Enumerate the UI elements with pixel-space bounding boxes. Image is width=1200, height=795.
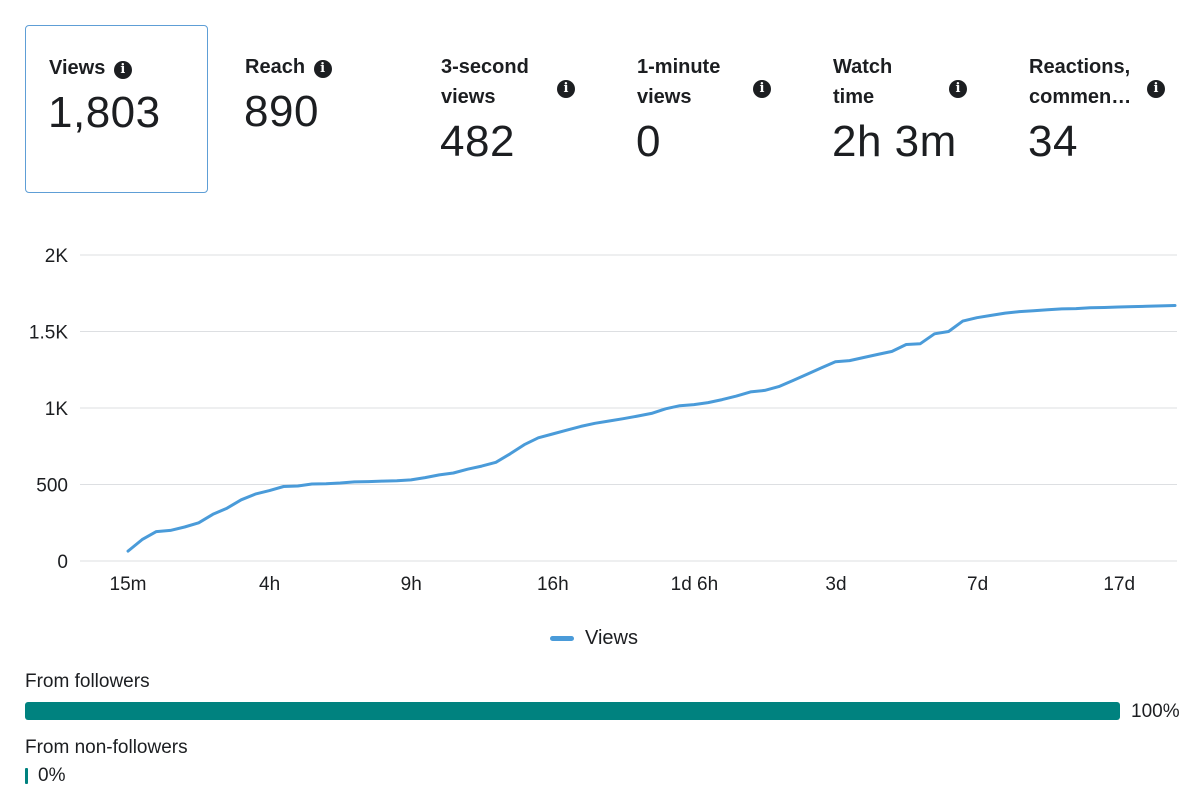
metric-label: Reach i xyxy=(245,52,332,82)
y-tick-label: 0 xyxy=(57,552,68,573)
metric-value: 1,803 xyxy=(48,88,161,137)
non-followers-label: From non-followers xyxy=(25,737,188,758)
metric-reach[interactable]: Reach i 890 xyxy=(222,25,405,193)
metric-value: 34 xyxy=(1028,117,1078,166)
info-icon[interactable]: i xyxy=(113,61,132,79)
series-line-views xyxy=(126,304,1177,553)
metric-label: 3-second views xyxy=(441,56,529,108)
info-icon[interactable]: i xyxy=(313,60,332,78)
info-icon[interactable]: i xyxy=(1147,80,1165,98)
non-followers-percent: 0% xyxy=(38,765,66,786)
followers-percent: 100% xyxy=(1131,701,1180,722)
legend-swatch-views xyxy=(550,636,574,641)
non-followers-bar-fill xyxy=(25,768,28,784)
x-tick-label: 7d xyxy=(967,574,988,595)
x-tick-label: 17d xyxy=(1103,574,1135,595)
followers-label: From followers xyxy=(25,671,150,692)
metric-label: 1-minute views xyxy=(637,56,721,108)
x-tick-label: 4h xyxy=(259,574,280,595)
metric-value: 890 xyxy=(244,87,319,136)
metric-3-second-views[interactable]: 3-second views i 482 xyxy=(418,25,601,193)
x-tick-label: 3d xyxy=(825,574,846,595)
metric-label: Reactions, commen… xyxy=(1029,56,1132,108)
info-icon[interactable]: i xyxy=(557,80,575,98)
info-icon[interactable]: i xyxy=(949,80,967,98)
metric-reactions[interactable]: Reactions, commen… i 34 xyxy=(1006,25,1189,193)
info-icon[interactable]: i xyxy=(753,80,771,98)
metric-views[interactable]: Views i 1,803 xyxy=(25,25,208,193)
metric-label: Watch time xyxy=(833,56,893,108)
metric-value: 482 xyxy=(440,117,515,166)
x-tick-label: 9h xyxy=(401,574,422,595)
y-tick-label: 2K xyxy=(45,246,69,267)
y-tick-label: 500 xyxy=(36,476,68,497)
legend-label: Views xyxy=(585,627,638,649)
metric-label: Views i xyxy=(49,53,132,83)
x-tick-label: 15m xyxy=(110,574,147,595)
y-tick-label: 1.5K xyxy=(29,323,68,344)
y-tick-label: 1K xyxy=(45,399,69,420)
metric-value: 2h 3m xyxy=(832,117,957,166)
non-followers-bar xyxy=(25,767,1120,785)
metric-value: 0 xyxy=(636,117,661,166)
followers-bar-fill xyxy=(25,702,1120,720)
followers-bar xyxy=(25,702,1120,720)
x-tick-label: 1d 6h xyxy=(671,574,719,595)
x-tick-label: 16h xyxy=(537,574,569,595)
metric-1-minute-views[interactable]: 1-minute views i 0 xyxy=(614,25,797,193)
metric-watch-time[interactable]: Watch time i 2h 3m xyxy=(810,25,993,193)
views-line-chart: 0 500 1K 1.5K 2K 15m 4h 9h 16h 1d 6h 3d 7d 17d xyxy=(29,246,1177,595)
